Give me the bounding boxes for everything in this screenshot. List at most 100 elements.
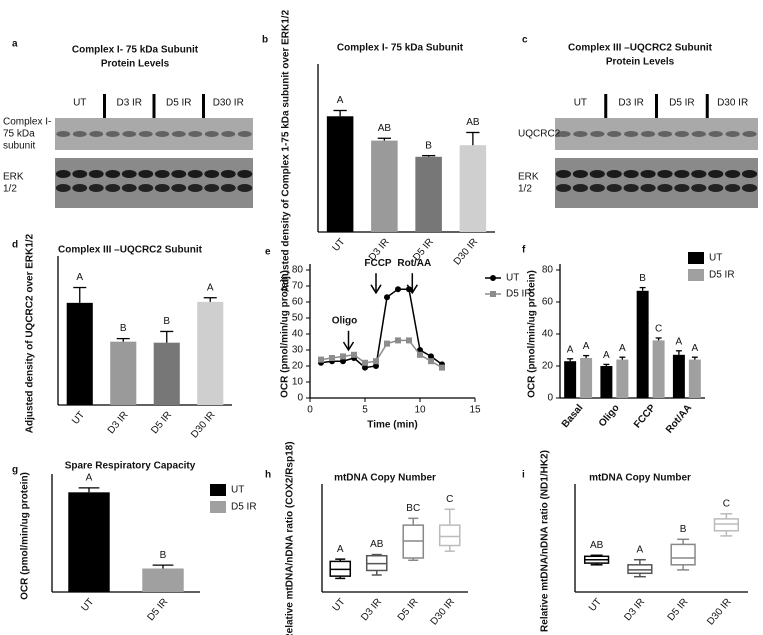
blot-title: Protein Levels <box>101 59 170 70</box>
blot-band <box>155 131 170 137</box>
bar <box>580 358 593 398</box>
blot-band <box>708 184 724 192</box>
significance-letter: AB <box>590 540 604 551</box>
legend-swatch <box>688 269 704 281</box>
blot-band <box>138 184 154 192</box>
blot-band <box>691 184 707 192</box>
bar <box>197 301 224 405</box>
blot-band <box>590 131 605 137</box>
bar <box>415 156 442 232</box>
data-point <box>373 358 379 365</box>
y-tick-label: 60 <box>292 297 304 308</box>
data-point <box>395 337 401 344</box>
x-tick-label: D5 IR <box>396 597 421 624</box>
significance-letter: A <box>619 343 626 354</box>
data-point <box>351 351 357 358</box>
lane-label: D30 IR <box>717 98 748 109</box>
panel-letter: b <box>262 35 268 46</box>
y-tick-label: 40 <box>292 329 304 340</box>
legend-label: D5 IR <box>506 289 532 300</box>
x-tick-label: FCCP <box>632 402 658 430</box>
blot-band <box>89 131 104 137</box>
y-axis-label: Relative mtDNA/nDNA ratio (COX2/Rsp18) <box>285 441 296 635</box>
blot-band <box>741 170 758 178</box>
x-tick-label: Rot/AA <box>664 403 694 436</box>
legend-marker <box>490 275 496 281</box>
data-point <box>362 359 368 366</box>
blot-band <box>204 184 220 192</box>
blot-band <box>204 170 220 178</box>
panel-letter: d <box>12 240 18 251</box>
chart-title: Spare Respiratory Capacity <box>65 461 196 472</box>
x-tick-label: D5 IR <box>145 597 170 624</box>
lane-label: D3 IR <box>618 98 644 109</box>
legend-label: D5 IR <box>231 502 257 513</box>
lane-divider <box>655 94 658 118</box>
blot-band <box>657 184 673 192</box>
blot-membrane <box>555 118 758 150</box>
row-label: 1/2 <box>3 184 17 195</box>
x-tick-label: UT <box>70 410 87 427</box>
blot-band <box>72 184 88 192</box>
bar <box>564 361 577 398</box>
y-tick-label: 10 <box>292 377 304 388</box>
significance-letter: BC <box>406 503 420 514</box>
blot-band <box>623 184 639 192</box>
blot-band <box>121 170 137 178</box>
y-axis-label: OCR (pmol/min/ug protein) <box>20 472 31 600</box>
event-arrowhead <box>342 341 355 352</box>
blot-band <box>674 131 689 137</box>
lane-divider <box>103 94 106 118</box>
blot-band <box>72 131 87 137</box>
blot-band <box>741 184 758 192</box>
event-arrowhead <box>406 284 418 295</box>
blot-band <box>674 170 690 178</box>
significance-letter: A <box>676 336 683 347</box>
blot-title: Complex III –UQCRC2 Subunit <box>568 43 713 54</box>
data-point <box>384 340 390 347</box>
bar <box>652 340 665 398</box>
significance-letter: A <box>207 282 214 293</box>
x-tick-label: 15 <box>469 405 481 416</box>
blot-band <box>573 131 588 137</box>
lane-label: D30 IR <box>213 98 244 109</box>
y-axis-label: Relative mtDNA/nDNA ratio (ND1/HK2) <box>540 450 551 632</box>
legend-label: UT <box>506 273 519 284</box>
x-tick-label: D30 IR <box>429 597 457 628</box>
blot-band <box>237 184 253 192</box>
bar <box>459 145 487 232</box>
blot-band <box>572 170 588 178</box>
blot-band <box>657 170 673 178</box>
x-tick-label: 5 <box>362 405 368 416</box>
blot-band <box>55 170 71 178</box>
bar <box>636 290 649 398</box>
y-axis-label: OCR (pmol/min/ug protein) <box>280 270 291 398</box>
legend-label: UT <box>231 485 244 496</box>
bar <box>68 492 110 592</box>
data-point <box>428 353 434 360</box>
blot-band <box>555 170 572 178</box>
blot-band <box>589 170 605 178</box>
bar <box>110 341 137 405</box>
panel-letter: e <box>265 247 271 258</box>
box <box>627 564 653 575</box>
blot-band <box>187 170 203 178</box>
blot-band <box>691 170 707 178</box>
significance-letter: A <box>692 343 699 354</box>
x-axis-label: Time (min) <box>367 420 417 431</box>
x-tick-label: D5 IR <box>149 410 174 437</box>
y-axis-label: OCR (pmol/min/ug protein) <box>527 270 538 398</box>
blot-band <box>171 131 186 137</box>
significance-letter: A <box>337 95 344 106</box>
blot-band <box>237 131 252 137</box>
bar <box>66 302 93 405</box>
panel-letter: h <box>265 470 271 481</box>
x-tick-label: 0 <box>307 405 313 416</box>
y-tick-label: 0 <box>297 393 303 404</box>
blot-band <box>187 184 203 192</box>
blot-band <box>154 170 170 178</box>
x-tick-label: Basal <box>560 402 586 430</box>
lane-label: UT <box>574 98 587 109</box>
significance-letter: B <box>120 323 127 334</box>
